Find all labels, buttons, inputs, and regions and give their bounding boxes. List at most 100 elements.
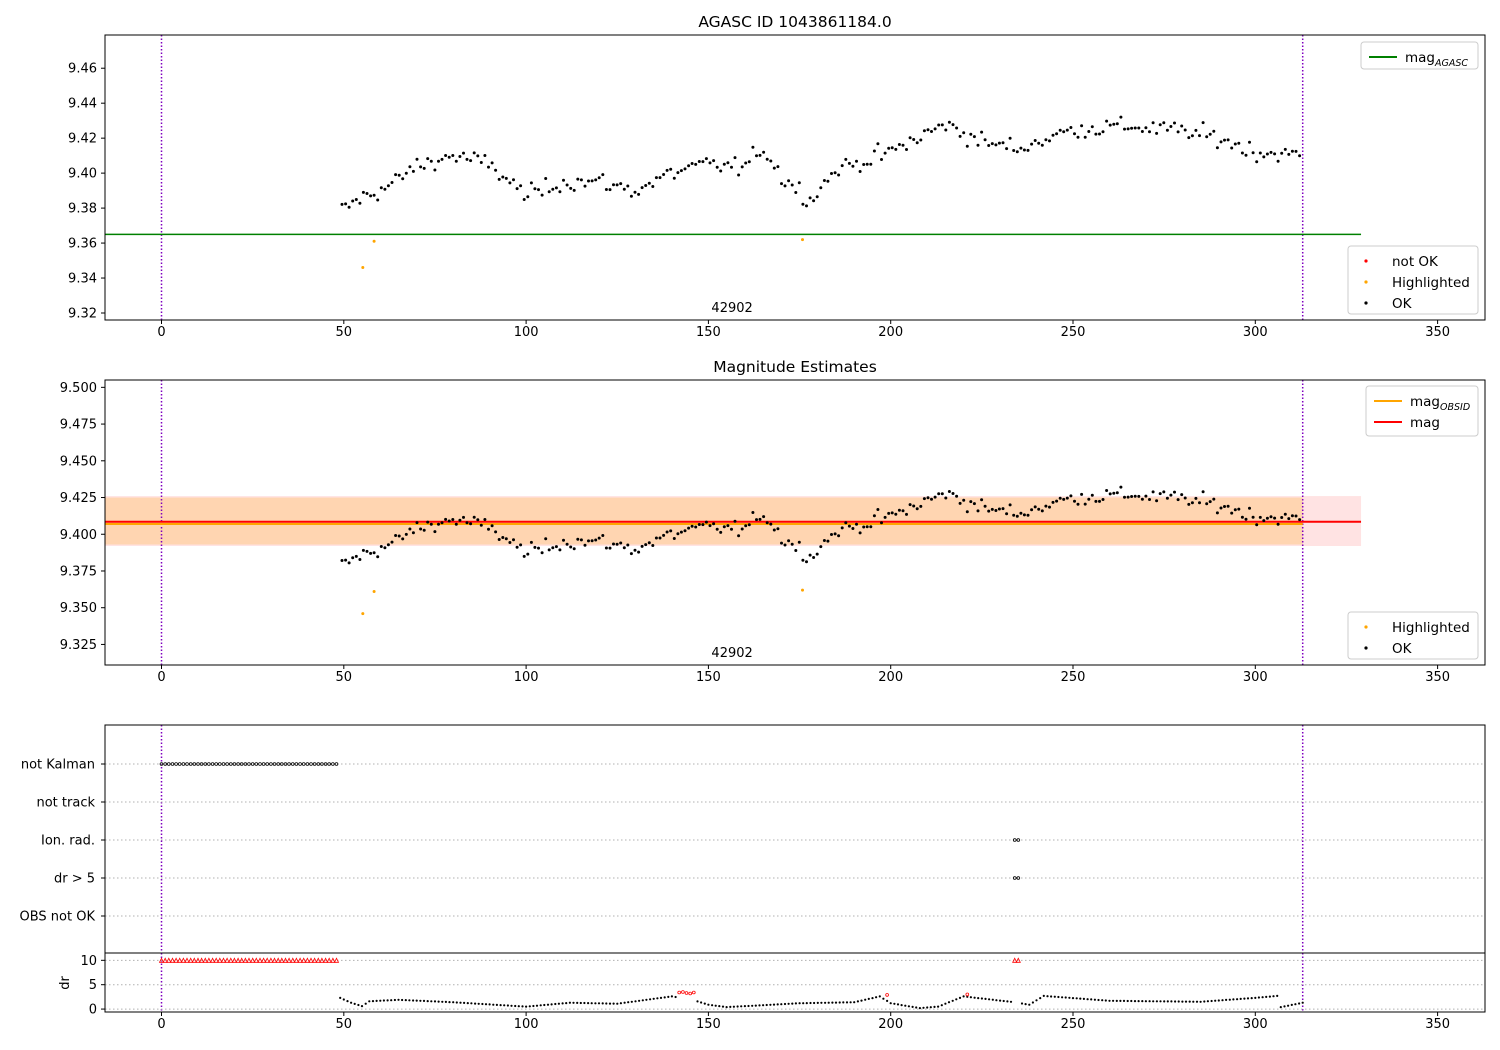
ok-point (1119, 485, 1123, 489)
dr-clipped-marker (224, 957, 230, 963)
p1-ytick-label: 9.475 (60, 418, 97, 433)
ok-point (1008, 503, 1012, 507)
ok-point (1151, 490, 1155, 494)
dr-point (1090, 998, 1093, 1001)
ok-point (708, 161, 712, 165)
dr-point (1195, 1000, 1199, 1003)
ok-point (747, 523, 751, 527)
dr-point (477, 1002, 480, 1005)
ok-point (1005, 512, 1009, 516)
dr-clipped-marker (271, 957, 278, 963)
ok-point (1280, 516, 1284, 519)
ok-point (654, 536, 658, 540)
dr-point (565, 1002, 568, 1005)
dr-point (1174, 1000, 1177, 1003)
ok-point (408, 527, 412, 531)
ok-point (790, 183, 794, 187)
dr-point (845, 1001, 849, 1004)
ok-point (1033, 139, 1037, 142)
dr-point (561, 1002, 564, 1005)
ok-point (1173, 490, 1176, 494)
ok-point (429, 522, 433, 526)
ok-point (376, 555, 380, 559)
ok-point (1012, 149, 1016, 152)
ok-point (458, 518, 462, 522)
flag-marker (192, 762, 197, 766)
dr-point (379, 999, 382, 1002)
ok-point (669, 529, 673, 533)
flag-marker (214, 762, 219, 766)
obsid-label: 42902 (711, 301, 752, 316)
ok-point (955, 494, 959, 498)
p0b-legend-label: OK (1392, 296, 1413, 312)
dr-clipped-marker (286, 957, 292, 963)
ok-point (797, 181, 801, 185)
dr-point (437, 1000, 440, 1003)
ok-point (787, 179, 791, 183)
ok-point (1012, 513, 1016, 517)
dr-point (667, 995, 670, 999)
ok-point (844, 157, 848, 161)
ok-point (915, 507, 919, 511)
ok-point (965, 144, 969, 148)
ok-point (676, 532, 680, 536)
dr-point (1028, 1003, 1031, 1006)
ok-point (1098, 499, 1101, 503)
dr-point (853, 1001, 856, 1004)
ok-point (1276, 522, 1280, 526)
flag-marker (199, 762, 204, 766)
dr-point (740, 1005, 743, 1008)
dr-point (594, 1002, 597, 1005)
ok-point (701, 523, 705, 527)
dr-point (1039, 997, 1042, 1000)
ok-point (694, 525, 698, 529)
dr-clipped-marker (308, 957, 314, 963)
ok-point (462, 151, 465, 155)
ok-point (722, 525, 726, 529)
flag-marker (331, 762, 335, 766)
ok-point (858, 170, 862, 173)
legend-label-subscript: OBSID (1440, 402, 1470, 413)
dr-point (433, 1000, 437, 1003)
dr-clipped-marker (220, 957, 227, 963)
p1-xtick-label: 150 (696, 670, 721, 685)
ok-point (683, 529, 687, 533)
panel-dr: 0 50 100 150 200 250 300 350 0 5 10 dr (58, 952, 1486, 1032)
dr-point (430, 1000, 433, 1003)
ok-point (1180, 493, 1184, 497)
dr-point (649, 998, 652, 1001)
ok-point (1062, 130, 1066, 134)
dr-point (966, 995, 969, 998)
dr-clipped-marker (188, 957, 194, 963)
dr-clipped-marker (173, 957, 179, 963)
flag-marker (225, 762, 229, 766)
dr-point (495, 1003, 498, 1007)
dr-point (1112, 999, 1115, 1002)
p0-xtick-label: 0 (157, 325, 165, 340)
ok-point (980, 130, 984, 134)
dr-point (630, 1000, 633, 1003)
ok-point (1273, 516, 1277, 520)
ok-point (755, 154, 758, 158)
ok-point (1026, 148, 1030, 152)
flag-marker (239, 762, 244, 766)
ok-point (483, 154, 487, 157)
ok-point (347, 561, 351, 565)
p3-xtick-label: 350 (1425, 1017, 1450, 1032)
p1b-legend (1347, 611, 1479, 660)
dr-clipped-marker (250, 957, 256, 963)
ok-point (1069, 126, 1073, 129)
ok-point (637, 550, 641, 554)
flag-marker (258, 762, 262, 766)
p3-xtick-label: 50 (336, 1017, 353, 1032)
dr-point (481, 1002, 484, 1006)
dr-clipped-marker (293, 957, 300, 963)
ok-point (701, 160, 705, 164)
p0-ytick-label: 9.36 (68, 237, 97, 252)
dr-point (791, 1002, 794, 1005)
dr-point (1294, 1003, 1297, 1006)
dr-point (751, 1004, 754, 1007)
ok-point (547, 548, 551, 552)
ok-point (1040, 509, 1044, 513)
flag-marker (287, 762, 291, 766)
